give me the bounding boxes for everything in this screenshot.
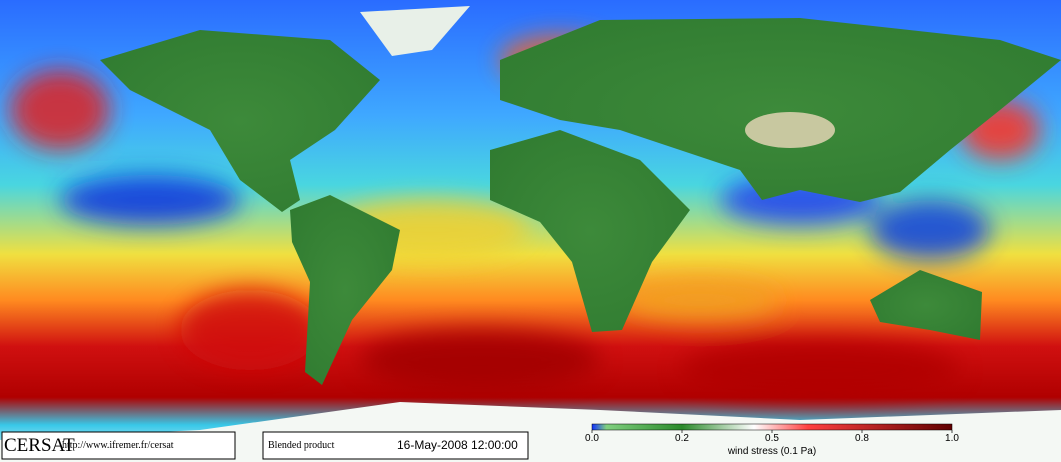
url: http://www.ifremer.fr/cersat bbox=[62, 440, 174, 451]
north-america bbox=[100, 30, 380, 212]
colorbar-tick-label: 0.0 bbox=[585, 433, 599, 444]
tibet bbox=[745, 112, 835, 148]
colorbar-label: wind stress (0.1 Pa) bbox=[727, 446, 816, 457]
info-box bbox=[262, 431, 529, 460]
africa bbox=[490, 130, 690, 332]
date: 16-May-2008 12:00:00 bbox=[397, 438, 518, 452]
landmasses bbox=[0, 6, 1061, 462]
logo: CERSAT bbox=[4, 435, 75, 456]
colorbar-tick-label: 0.8 bbox=[855, 433, 869, 444]
colorbar bbox=[591, 423, 953, 431]
south-america bbox=[290, 195, 400, 385]
logo-box bbox=[1, 431, 236, 460]
colorbar-tick-label: 1.0 bbox=[945, 433, 959, 444]
colorbar-tick-label: 0.5 bbox=[765, 433, 779, 444]
eurasia bbox=[500, 18, 1061, 202]
greenland bbox=[360, 6, 470, 56]
australia bbox=[870, 270, 982, 340]
colorbar-tick-label: 0.2 bbox=[675, 433, 689, 444]
product: Blended product bbox=[268, 440, 335, 451]
